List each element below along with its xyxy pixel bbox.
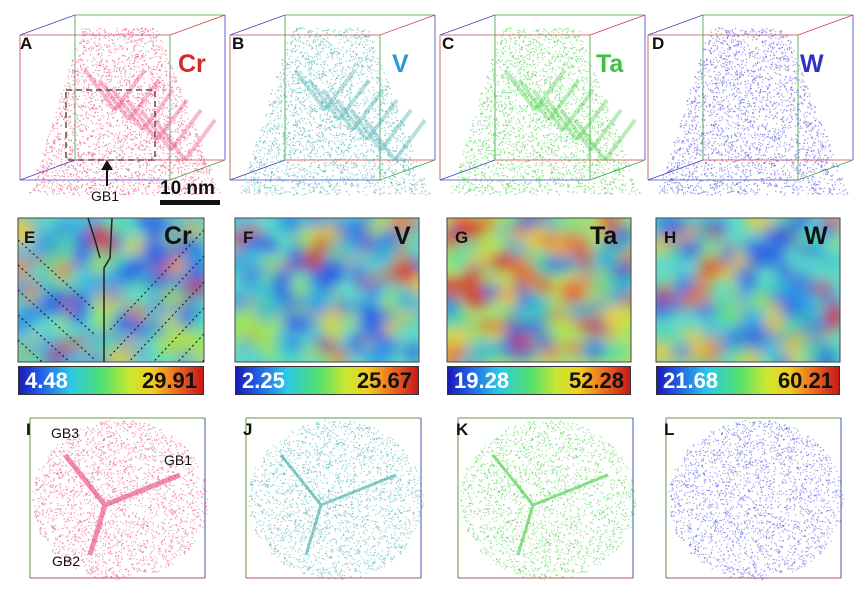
- colorbar-max-v: 25.67: [357, 368, 412, 394]
- colorbar-cr: 4.48 29.91: [18, 366, 204, 395]
- map-element-w: W: [804, 222, 828, 251]
- gb1-label-bottom: GB1: [164, 452, 192, 468]
- panel-label-a: A: [20, 34, 32, 54]
- atom-cloud-ta: [450, 27, 641, 196]
- panel-label-b: B: [232, 34, 244, 54]
- colorbar-min-v: 2.25: [242, 368, 285, 394]
- panel-label-g: G: [455, 228, 468, 248]
- gb-line-cr-2: [87, 217, 101, 259]
- gb1-label-top: GB1: [91, 188, 119, 204]
- roi-box: [65, 89, 156, 161]
- atom-cloud-cr: [29, 27, 221, 196]
- element-label-cr: Cr: [178, 50, 206, 79]
- colorbar-min-cr: 4.48: [25, 368, 68, 394]
- element-label-w: W: [800, 50, 824, 79]
- heatmap-v: [235, 218, 419, 362]
- panel-label-d: D: [652, 34, 664, 54]
- panel-label-f: F: [243, 228, 253, 248]
- bottom-box-j: [245, 417, 422, 579]
- grain-lines-cr: [18, 229, 204, 362]
- colorbar-max-ta: 52.28: [569, 368, 624, 394]
- bottom-box-i: [29, 417, 206, 579]
- panel-label-j: J: [243, 420, 252, 440]
- panel-label-c: C: [442, 34, 454, 54]
- colorbar-max-cr: 29.91: [142, 368, 197, 394]
- colorbar-ta: 19.28 52.28: [447, 366, 631, 395]
- gb1-arrowhead: [101, 160, 113, 170]
- atom-sphere-l: [668, 420, 844, 581]
- panel-label-l: L: [664, 420, 674, 440]
- bottom-box-k: [457, 417, 634, 579]
- bounding-box-a: [19, 14, 226, 181]
- scale-bar-label: 10 nm: [160, 178, 215, 200]
- element-label-v: V: [392, 50, 409, 79]
- bounding-box-d: [647, 14, 854, 181]
- heatmap-w: [656, 218, 840, 362]
- panel-label-h: H: [664, 228, 676, 248]
- scale-bar: [160, 200, 220, 205]
- atom-sphere-j: [248, 420, 425, 581]
- bottom-box-l: [665, 417, 842, 579]
- heatmap-cr: [18, 218, 204, 362]
- atom-sphere-k: [459, 420, 637, 581]
- atom-cloud-w: [658, 27, 849, 196]
- colorbar-max-w: 60.21: [778, 368, 833, 394]
- gb2-label: GB2: [52, 553, 80, 569]
- map-element-ta: Ta: [590, 222, 617, 251]
- heatmap-ta: [447, 218, 631, 362]
- panel-label-e: E: [24, 228, 35, 248]
- atom-cloud-v: [240, 27, 431, 196]
- atom-sphere-i: [31, 420, 208, 581]
- map-element-v: V: [394, 222, 411, 251]
- colorbar-min-ta: 19.28: [454, 368, 509, 394]
- gb3-label: GB3: [51, 425, 79, 441]
- map-element-cr: Cr: [164, 222, 192, 251]
- colorbar-w: 21.68 60.21: [656, 366, 840, 395]
- colorbar-min-w: 21.68: [663, 368, 718, 394]
- panel-label-i: I: [26, 420, 31, 440]
- colorbar-v: 2.25 25.67: [235, 366, 419, 395]
- gb-line-cr: [103, 217, 113, 362]
- element-label-ta: Ta: [596, 50, 623, 79]
- panel-label-k: K: [456, 420, 468, 440]
